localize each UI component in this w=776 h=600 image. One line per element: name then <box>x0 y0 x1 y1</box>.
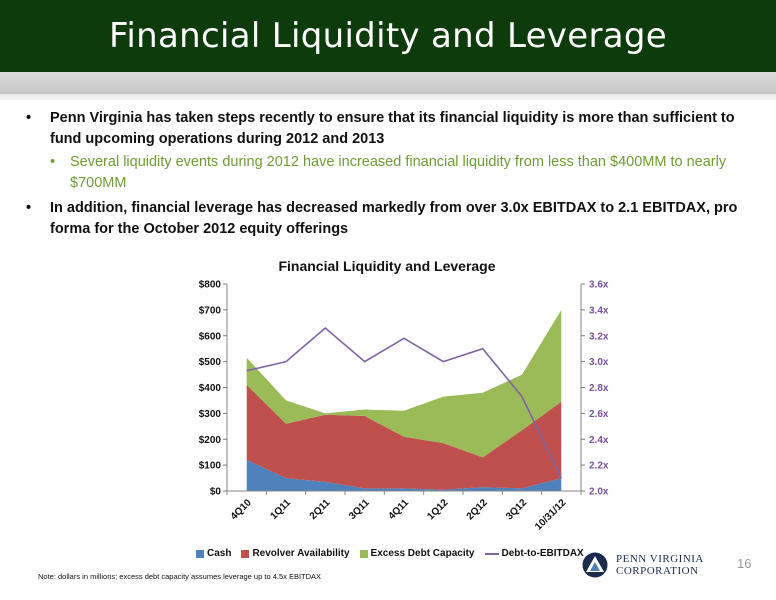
legend-item-revolver: Revolver Availability <box>241 548 350 559</box>
x-tick-label: 3Q11 <box>347 497 372 522</box>
logo-emblem-icon <box>582 552 608 578</box>
logo-line-2: CORPORATION <box>616 565 699 577</box>
x-tick-label: 2Q12 <box>465 497 490 522</box>
title-underline-band <box>0 72 776 94</box>
legend-swatch-leverage <box>484 552 499 555</box>
y-tick-label: $700 <box>199 305 222 316</box>
y-tick-label: $400 <box>199 383 222 394</box>
line-debt-to-ebitdax <box>246 326 563 479</box>
bullet-leverage: In addition, financial leverage has decr… <box>20 198 760 240</box>
x-tick-label: 1Q11 <box>268 497 293 522</box>
x-tick-label: 10/31/12 <box>533 497 569 533</box>
page-number: 16 <box>737 556 752 571</box>
y2-tick-label: 2.4x <box>589 435 609 446</box>
y2-tick-label: 2.8x <box>589 383 609 394</box>
y-tick-label: $200 <box>199 435 222 446</box>
y2-tick-label: 2.2x <box>589 461 609 472</box>
x-tick-label: 4Q11 <box>386 497 411 522</box>
area-revolver <box>246 384 562 490</box>
chart-axes <box>223 283 585 495</box>
liquidity-leverage-chart: $0 $100 $200 $300 $400 $500 $600 $700 $800 2.0x 2.… <box>199 280 609 533</box>
sub-bullet-liquidity-events: Several liquidity events during 2012 hav… <box>20 152 760 194</box>
page-title: Financial Liquidity and Leverage <box>109 16 667 56</box>
y2-tick-label: 3.6x <box>589 280 609 291</box>
y-tick-label: $0 <box>210 487 222 498</box>
logo-text: PENN VIRGINIA CORPORATION <box>616 553 704 577</box>
legend-item-excess: Excess Debt Capacity <box>359 548 475 559</box>
legend-item-cash: Cash <box>196 548 231 559</box>
legend-swatch-excess <box>359 549 368 558</box>
title-underline-shadow <box>0 94 776 100</box>
y-tick-label: $600 <box>199 331 222 342</box>
y2-tick-label: 3.0x <box>589 357 609 368</box>
x-tick-label: 2Q11 <box>308 497 333 522</box>
bullet-list: Penn Virginia has taken steps recently t… <box>20 108 760 240</box>
chart-line <box>246 326 563 479</box>
legend-swatch-cash <box>196 549 204 558</box>
x-tick-label: 3Q12 <box>504 497 529 522</box>
y-tick-label: $300 <box>199 409 222 420</box>
legend-label-leverage: Debt-to-EBITDAX <box>501 548 584 559</box>
title-bar: Financial Liquidity and Leverage <box>0 0 776 72</box>
y2-tick-label: 2.6x <box>589 409 609 420</box>
bullet-liquidity: Penn Virginia has taken steps recently t… <box>20 108 760 150</box>
y2-tick-label: 3.2x <box>589 331 609 342</box>
legend-item-leverage: Debt-to-EBITDAX <box>484 548 584 559</box>
y-tick-label: $500 <box>199 357 222 368</box>
y-tick-label: $100 <box>199 461 222 472</box>
area-cash <box>246 459 562 491</box>
y2-tick-label: 2.0x <box>589 487 609 498</box>
chart-title: Financial Liquidity and Leverage <box>278 258 496 274</box>
company-logo: PENN VIRGINIA CORPORATION <box>582 548 722 582</box>
chart-legend: Cash Revolver Availability Excess Debt C… <box>196 548 584 559</box>
y-tick-label: $800 <box>199 280 222 291</box>
logo-line-1: PENN VIRGINIA <box>616 553 704 565</box>
footnote: Note: dollars in millions; excess debt c… <box>38 572 322 581</box>
legend-label-cash: Cash <box>207 548 232 559</box>
x-tick-label: 1Q12 <box>425 497 450 522</box>
x-tick-label: 4Q10 <box>229 497 254 522</box>
y2-tick-label: 3.4x <box>589 305 609 316</box>
legend-label-excess: Excess Debt Capacity <box>370 548 475 559</box>
legend-swatch-revolver <box>241 549 250 558</box>
chart-areas <box>246 309 562 491</box>
area-excess-debt-capacity <box>246 309 562 458</box>
legend-label-revolver: Revolver Availability <box>252 548 350 559</box>
